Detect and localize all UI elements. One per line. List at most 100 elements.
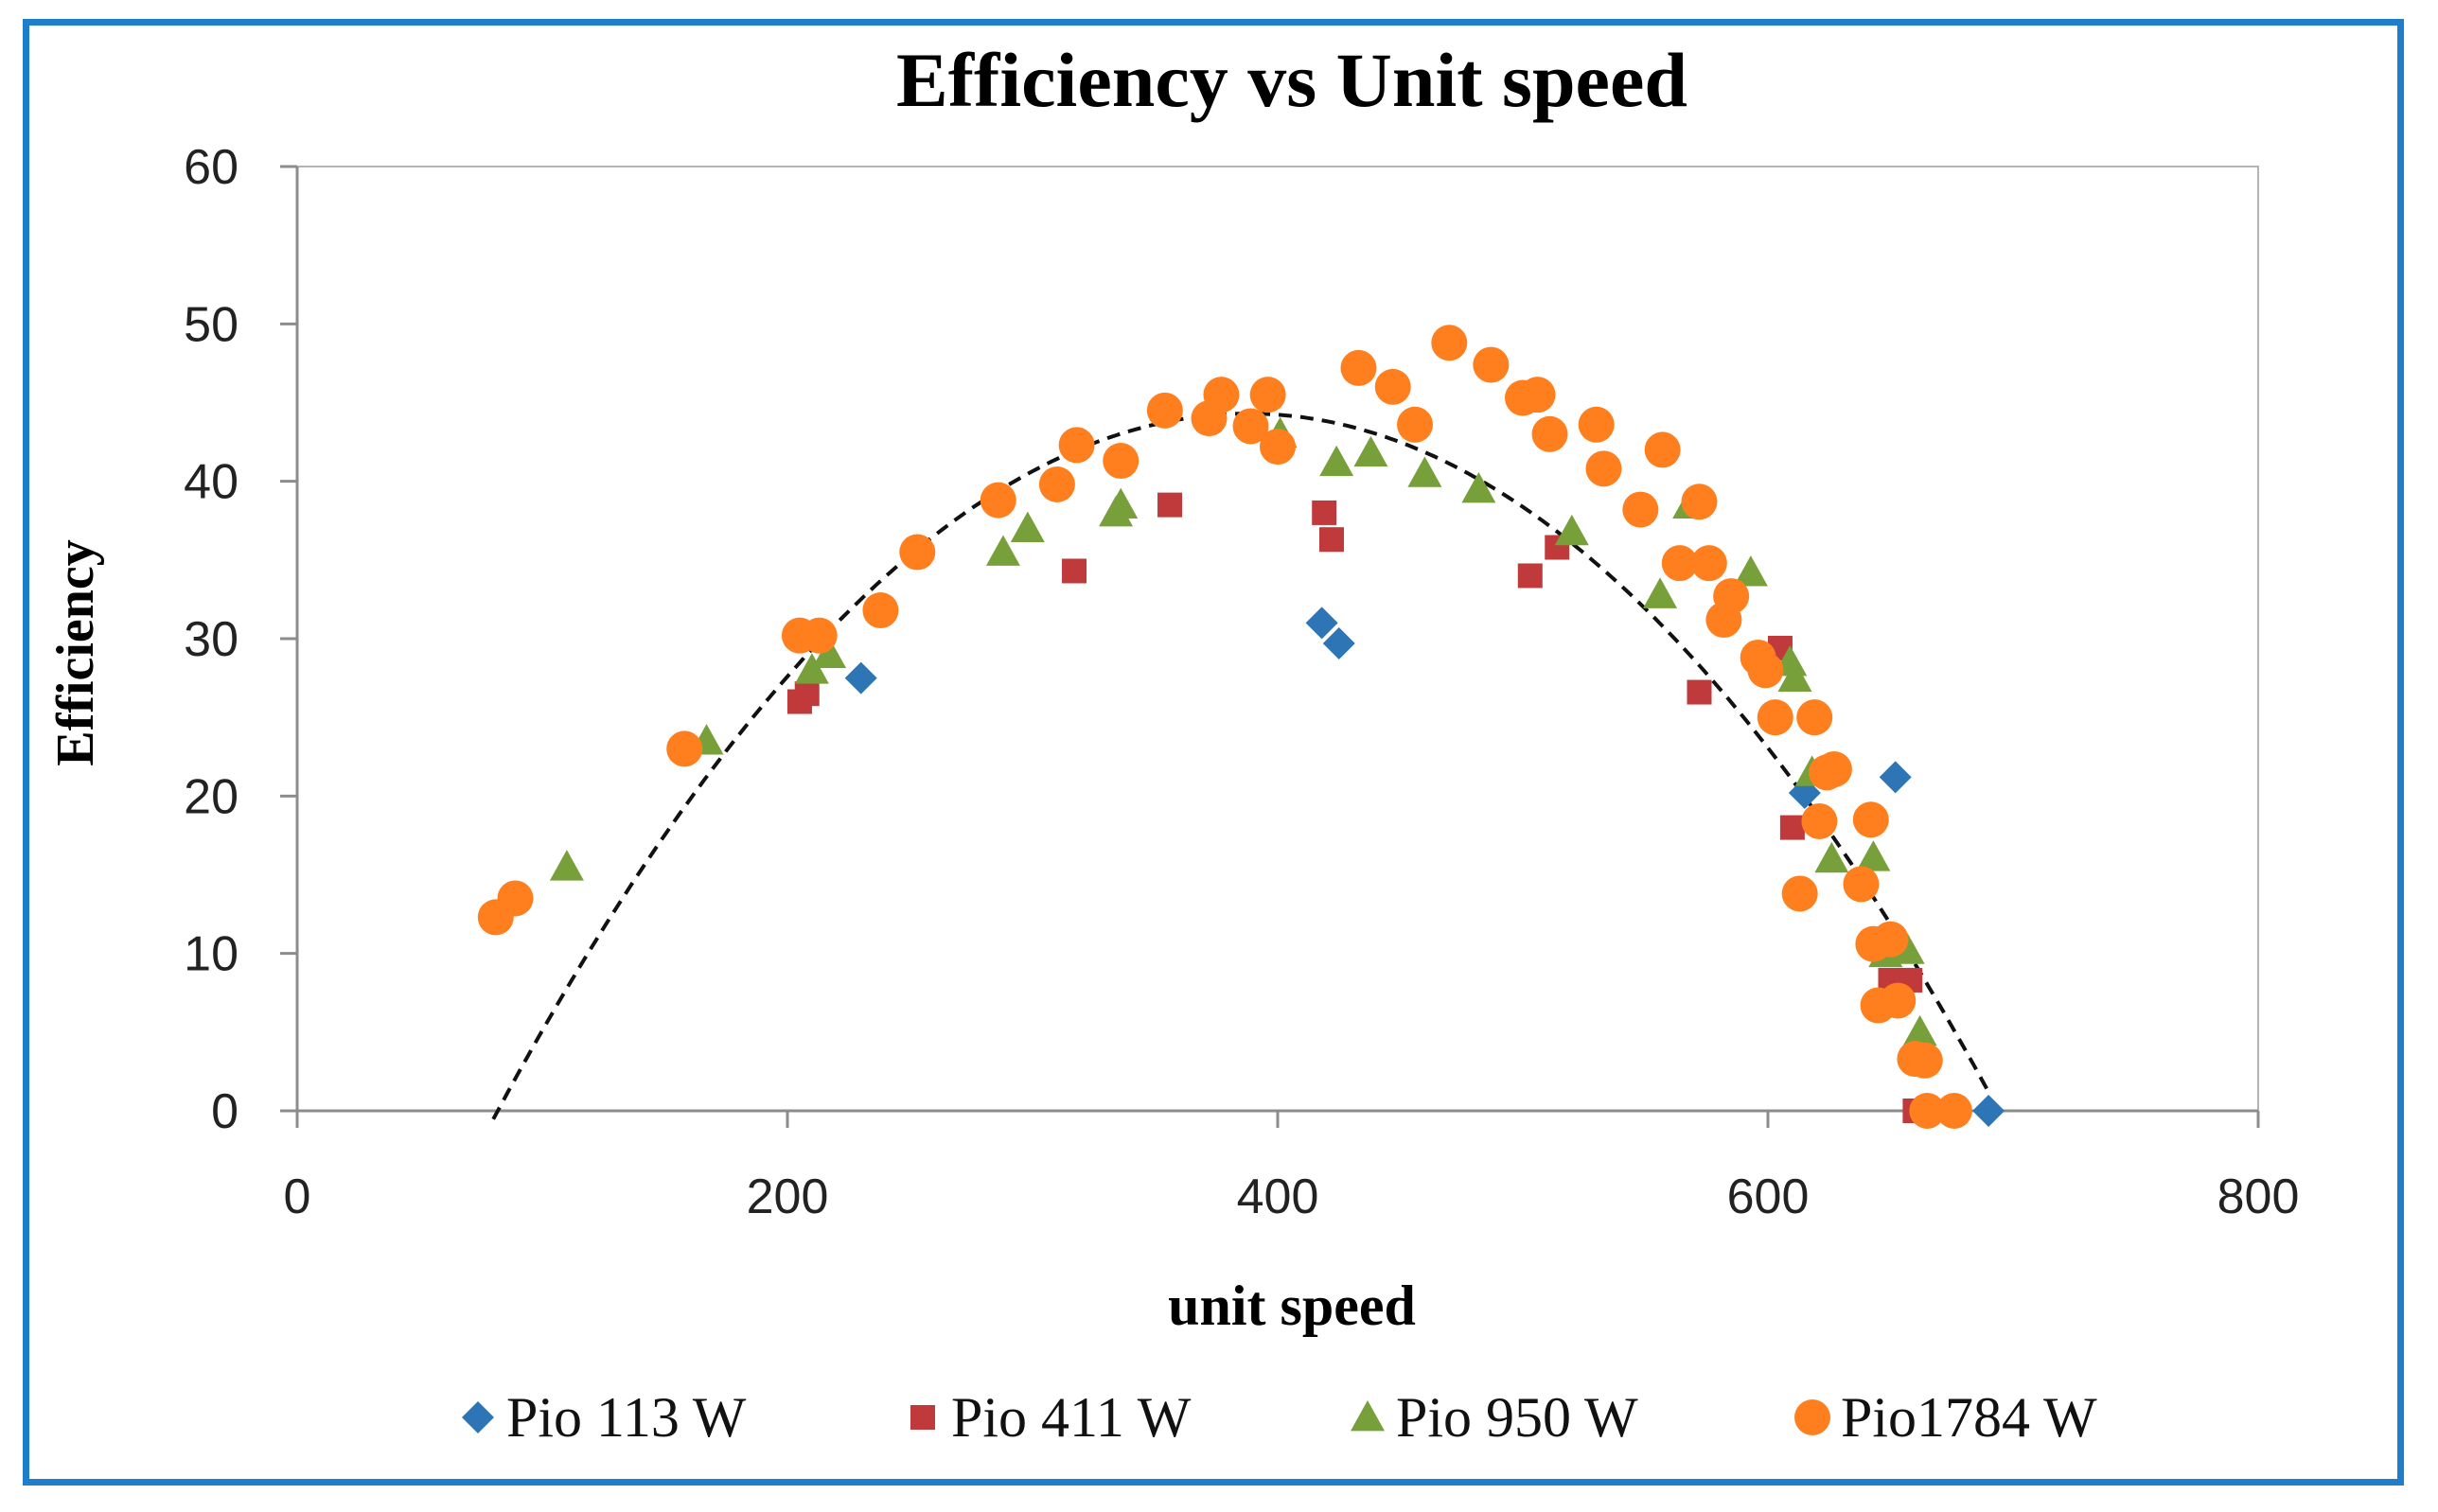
- x-tick-labels: 0 200 400 600 800: [284, 1111, 2300, 1224]
- data-point: [794, 653, 829, 684]
- y-tick-label: 30: [184, 612, 238, 667]
- y-tick-label: 10: [184, 927, 238, 982]
- data-point: [1972, 1095, 2005, 1127]
- legend: Pio 113 W Pio 411 W Pio 950 W Pio1784 W: [462, 1386, 2097, 1449]
- legend-marker: [462, 1401, 494, 1433]
- y-tick-label: 0: [211, 1084, 238, 1139]
- data-point: [1777, 660, 1812, 692]
- y-tick-labels: 0 10 20 30 40 50 60: [184, 140, 297, 1139]
- data-point: [1340, 349, 1377, 386]
- data-points: [477, 325, 2005, 1129]
- data-point: [1872, 921, 1909, 958]
- data-point: [1038, 466, 1075, 502]
- series-pio-113-w: [844, 607, 2005, 1127]
- data-point: [1713, 578, 1750, 615]
- data-point: [497, 880, 534, 917]
- data-point: [1407, 456, 1442, 487]
- data-point: [1852, 801, 1889, 838]
- legend-item: Pio1784 W: [1794, 1386, 2097, 1449]
- legend-item: Pio 411 W: [910, 1386, 1192, 1449]
- data-point: [899, 534, 936, 571]
- axes: [295, 166, 2259, 1113]
- data-point: [1814, 841, 1849, 873]
- y-tick-label: 20: [184, 769, 238, 824]
- data-point: [1353, 435, 1388, 467]
- y-axis-title: Efficiency: [46, 539, 105, 765]
- legend-item: Pio 113 W: [462, 1386, 747, 1449]
- data-point: [1622, 491, 1659, 528]
- data-point: [1781, 875, 1818, 912]
- data-point: [1687, 679, 1712, 705]
- data-point: [1690, 545, 1727, 582]
- data-point: [1305, 607, 1338, 640]
- data-point: [1843, 866, 1880, 903]
- data-point: [1585, 450, 1622, 487]
- data-point: [1801, 802, 1838, 839]
- data-point: [1531, 415, 1568, 452]
- x-tick-label: 0: [284, 1169, 311, 1224]
- x-tick-label: 200: [747, 1169, 829, 1224]
- data-point: [1643, 577, 1678, 608]
- legend-label: Pio 113 W: [506, 1386, 747, 1449]
- data-point: [1461, 471, 1496, 503]
- x-axis-title: unit speed: [1168, 1275, 1416, 1337]
- data-point: [1519, 377, 1556, 413]
- x-tick-label: 600: [1727, 1169, 1810, 1224]
- data-point: [844, 661, 877, 694]
- x-tick-label: 800: [2217, 1169, 2300, 1224]
- data-point: [1104, 487, 1139, 519]
- data-point: [1733, 555, 1768, 587]
- data-point: [1644, 431, 1681, 468]
- data-point: [1902, 1014, 1937, 1046]
- data-point: [1010, 511, 1045, 542]
- data-point: [1747, 652, 1784, 689]
- legend-marker: [1351, 1400, 1385, 1432]
- data-point: [1318, 527, 1344, 553]
- data-point: [812, 637, 847, 669]
- data-point: [1157, 492, 1183, 518]
- data-point: [1815, 751, 1852, 788]
- data-point: [1935, 1093, 1972, 1129]
- y-tick-label: 50: [184, 297, 238, 352]
- data-point: [1146, 392, 1183, 429]
- data-point: [1260, 429, 1296, 466]
- data-point: [1796, 699, 1833, 736]
- data-point: [1879, 761, 1912, 794]
- x-tick-label: 400: [1237, 1169, 1319, 1224]
- data-point: [1062, 558, 1087, 584]
- data-point: [985, 535, 1020, 566]
- data-point: [801, 617, 838, 654]
- legend-label: Pio1784 W: [1841, 1386, 2097, 1449]
- data-point: [1397, 406, 1434, 443]
- data-point: [1058, 427, 1095, 464]
- data-point: [1890, 933, 1925, 964]
- data-point: [666, 730, 703, 767]
- data-point: [980, 482, 1016, 519]
- data-point: [1322, 626, 1355, 659]
- data-point: [794, 681, 820, 707]
- legend-label: Pio 411 W: [951, 1386, 1192, 1449]
- data-point: [1661, 545, 1698, 582]
- plot-area-border: [296, 166, 2259, 1112]
- data-point: [1517, 563, 1543, 589]
- data-point: [1779, 815, 1805, 840]
- legend-label: Pio 950 W: [1396, 1386, 1638, 1449]
- data-point: [862, 592, 899, 629]
- y-tick-label: 40: [184, 455, 238, 510]
- data-point: [1880, 982, 1917, 1019]
- data-point: [1103, 443, 1140, 480]
- data-point: [1431, 325, 1468, 361]
- data-point: [549, 850, 584, 881]
- data-point: [1578, 406, 1615, 443]
- chart-title: Efficiency vs Unit speed: [896, 37, 1687, 123]
- data-point: [1249, 377, 1286, 413]
- trendline: [491, 412, 1990, 1120]
- data-point: [1473, 346, 1510, 383]
- data-point: [1681, 483, 1718, 520]
- data-point: [1906, 1042, 1943, 1079]
- legend-marker: [1794, 1399, 1830, 1435]
- data-point: [1232, 408, 1269, 445]
- series-pio1784-w: [477, 325, 1972, 1129]
- data-point: [1203, 377, 1240, 413]
